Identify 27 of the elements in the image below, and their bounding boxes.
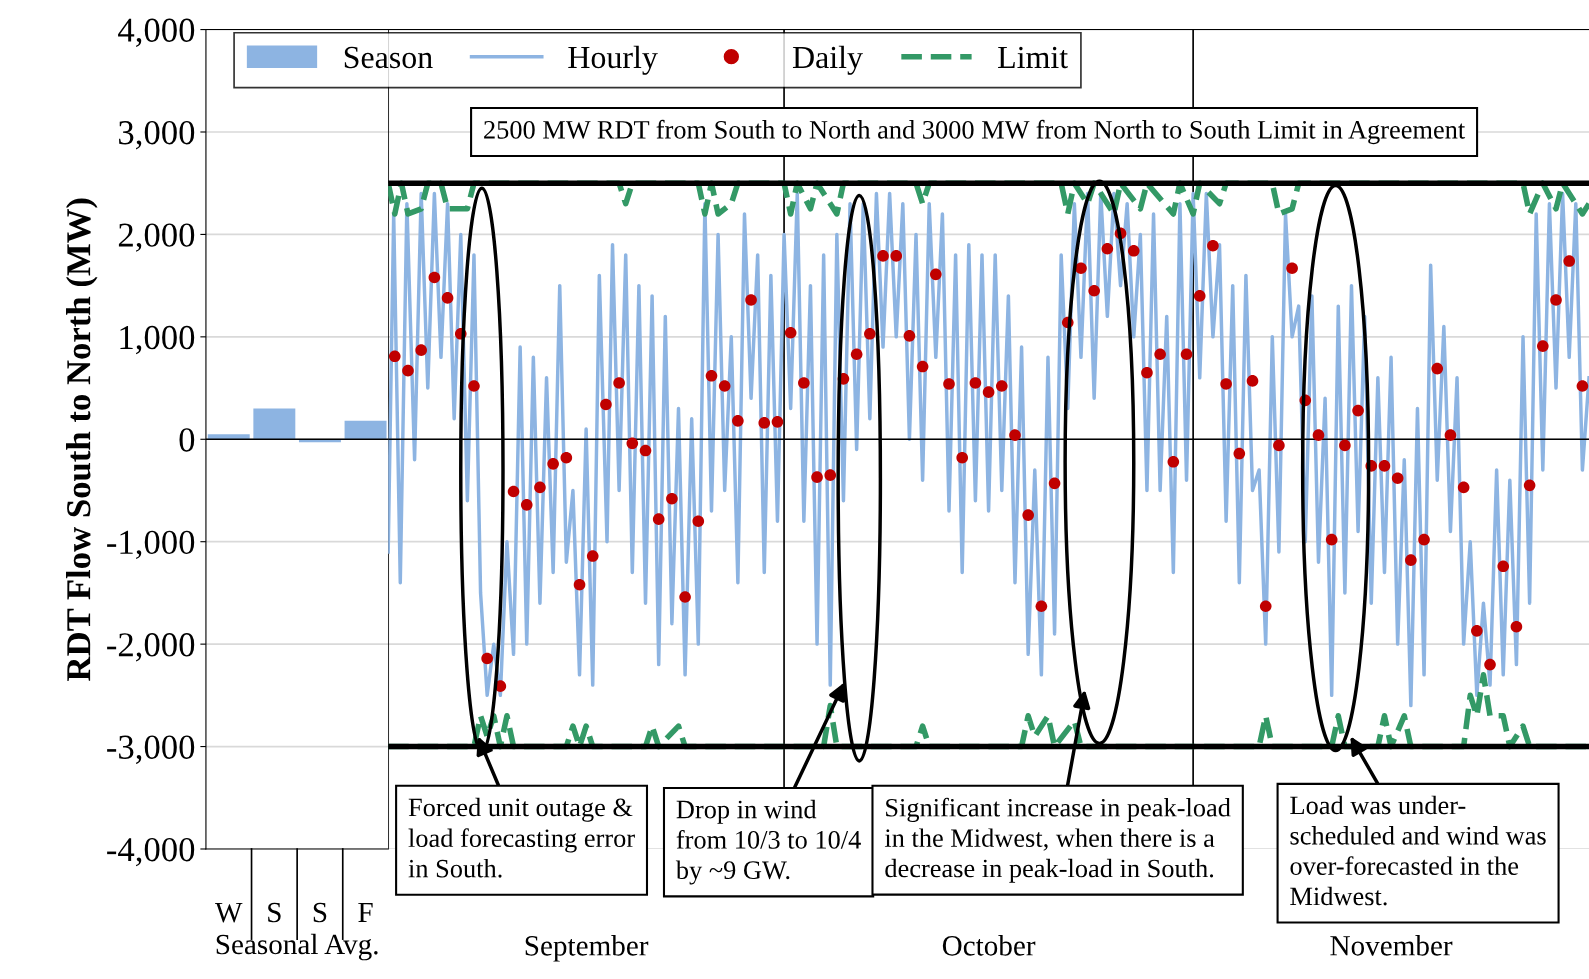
y-tick-label: -2,000 <box>107 633 195 662</box>
legend-label: Hourly <box>568 45 658 75</box>
y-tick-label: 3,000 <box>119 120 195 150</box>
annotation: Drop in wind from 10/3 to 10/4 by ~9 GW. <box>675 799 861 885</box>
x-tick-label: S <box>313 902 327 923</box>
x-tick-label: September <box>525 935 649 962</box>
y-tick-label: -3,000 <box>107 735 195 764</box>
x-tick-label: S <box>268 902 281 923</box>
y-tick-label: 2,000 <box>118 223 195 252</box>
x-axis-title: Seasonal Avg. <box>216 933 378 961</box>
legend-label: Daily <box>792 45 863 75</box>
y-tick-label: -1,000 <box>107 530 195 560</box>
annotation: Forced unit outage & load forecasting error in South. <box>408 797 635 878</box>
x-tick-label: W <box>215 902 243 923</box>
y-tick-label: 0 <box>179 428 195 452</box>
x-tick-label: October <box>942 935 1036 956</box>
annotation: Load was under- scheduled and wind was over-forecasted in the Midwest. <box>1290 795 1546 906</box>
x-tick-label: November <box>1330 935 1453 956</box>
x-tick-label: F <box>358 902 373 923</box>
annotation: Significant increase in peak-load in the Midwest, when there is a decrease in peak-load in South. <box>884 797 1231 883</box>
y-tick-label: 4,000 <box>118 18 195 47</box>
y-axis-title: RDT Flow South to North (MW) <box>66 198 98 681</box>
annotation: 2500 MW RDT from South to North and 3000 MW from North to South Limit in Agreement <box>484 119 1466 145</box>
legend-label: Season <box>344 46 433 69</box>
y-tick-label: 1,000 <box>120 325 195 355</box>
legend-label: Limit <box>998 46 1068 69</box>
y-tick-label: -4,000 <box>107 837 195 867</box>
